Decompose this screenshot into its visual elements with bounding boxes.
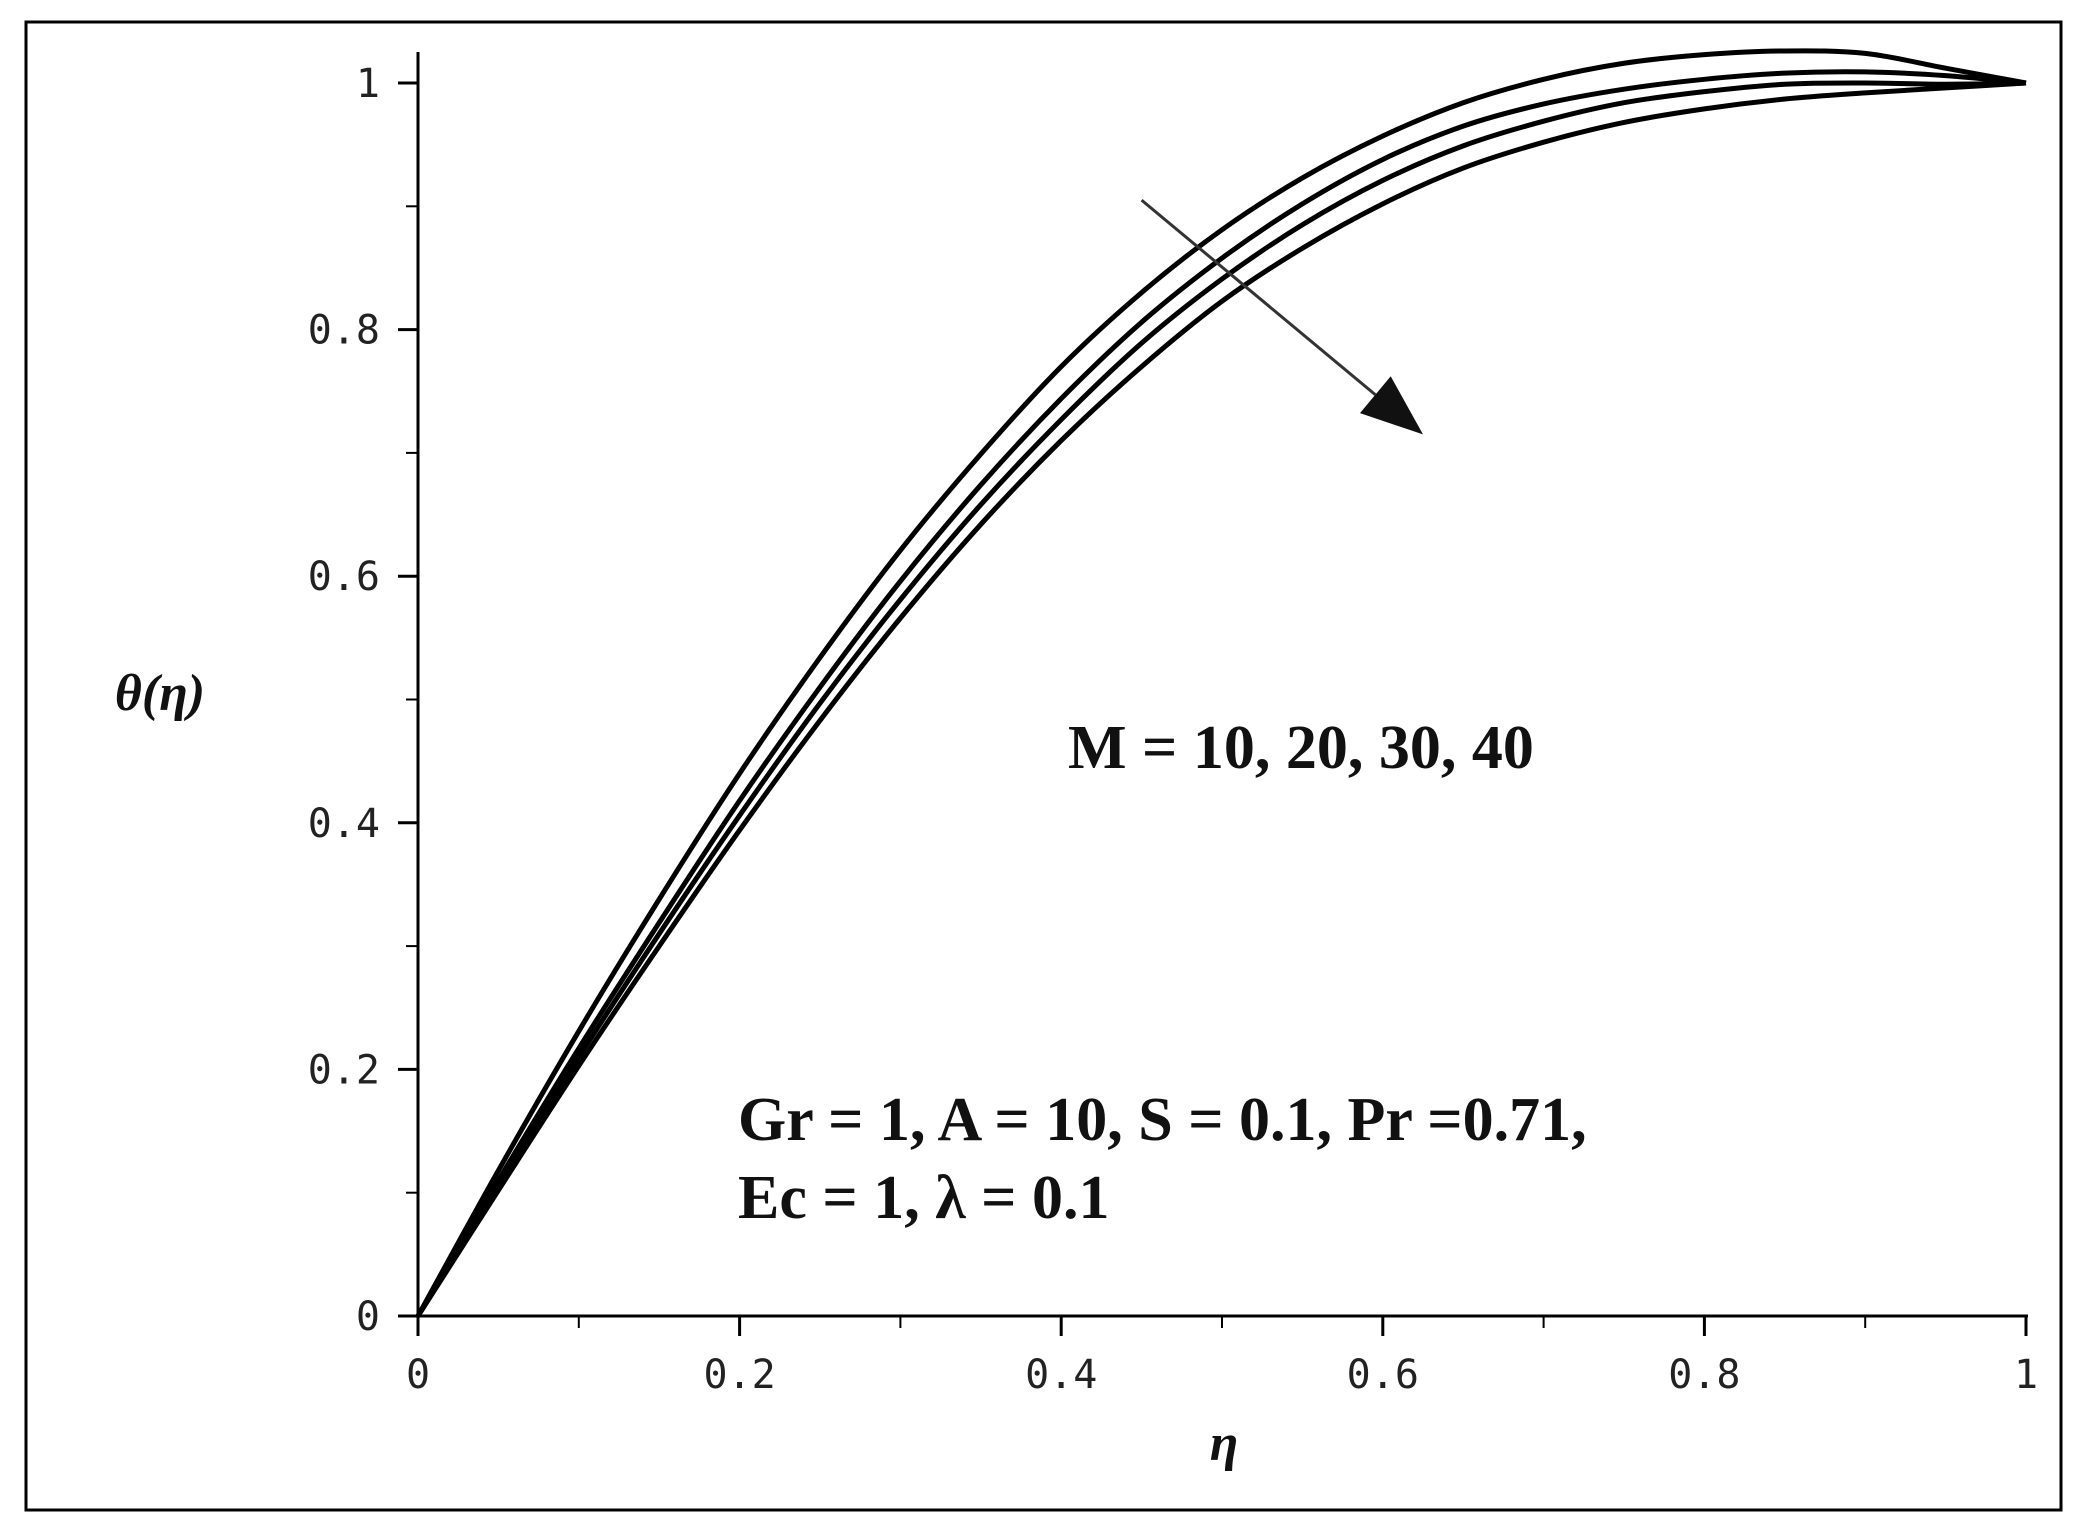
- series-line-4: [415, 80, 2027, 1318]
- y-tick-label: 0.4: [308, 801, 380, 847]
- trend-arrow: [1140, 198, 1423, 435]
- figure-frame: [24, 20, 2063, 1512]
- y-axis-label: θ(η): [115, 665, 205, 722]
- arrow-shaft: [1140, 198, 1377, 396]
- params-annotation-line2: Ec = 1, λ = 0.1: [738, 1164, 1110, 1232]
- x-axis-label: η: [1210, 1415, 1239, 1472]
- chart-text: θ(η) η M = 10, 20, 30, 40 Gr = 1, A = 10…: [115, 665, 1587, 1472]
- x-tick-label: 0.8: [1668, 1352, 1740, 1398]
- series-line-2: [415, 69, 2027, 1318]
- x-tick-label: 0: [406, 1352, 430, 1398]
- x-tick-label: 0.6: [1347, 1352, 1419, 1398]
- x-tick-label: 1: [2014, 1352, 2038, 1398]
- y-tick-label: 0: [356, 1294, 380, 1340]
- m-values-annotation: M = 10, 20, 30, 40: [1068, 714, 1534, 782]
- y-tick-label: 0.2: [308, 1047, 380, 1093]
- series-line-1: [415, 48, 2027, 1318]
- series-line-3: [415, 80, 2027, 1318]
- x-tick-label: 0.2: [703, 1352, 775, 1398]
- y-tick-label: 0.6: [308, 554, 380, 600]
- arrow-head: [1359, 376, 1423, 435]
- x-tick-label: 0.4: [1025, 1352, 1097, 1398]
- series-lines: [415, 48, 2027, 1318]
- y-tick-label: 0.8: [308, 308, 380, 354]
- axes: 0 0.2 0.4 0.6 0.8 1 0 0.2 0.4 0.6 0.8 1: [308, 52, 2038, 1398]
- params-annotation-line1: Gr = 1, A = 10, S = 0.1, Pr =0.71,: [738, 1086, 1587, 1154]
- y-tick-label: 1: [356, 61, 380, 107]
